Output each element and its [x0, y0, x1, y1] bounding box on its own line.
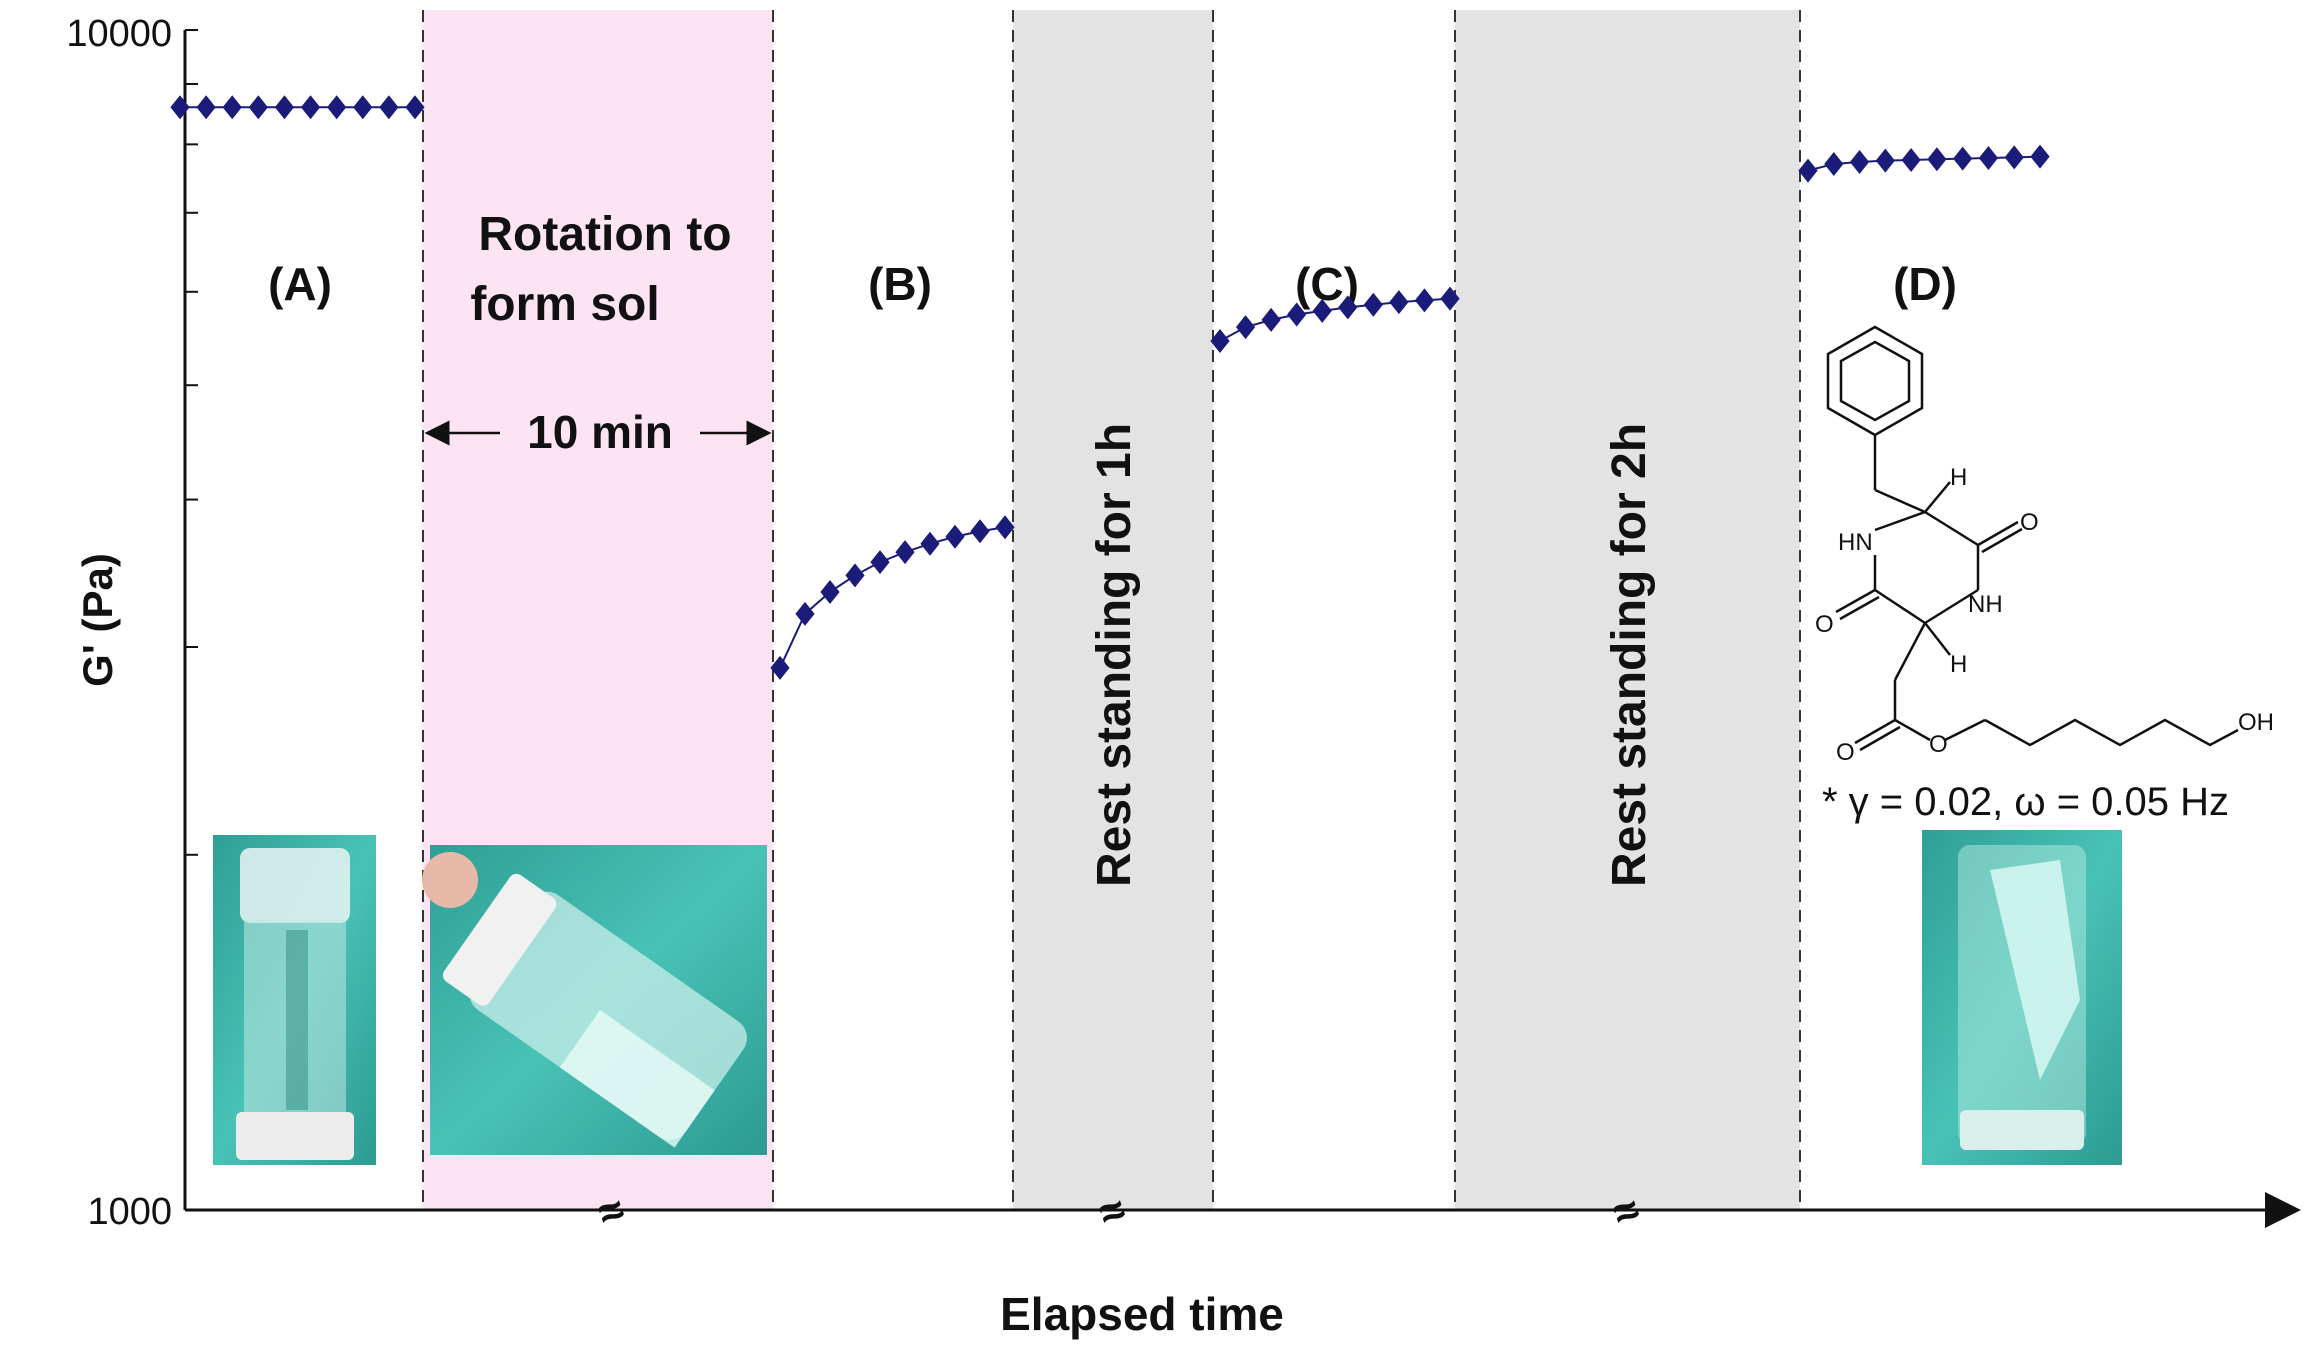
vial-photo-rotation [422, 845, 767, 1155]
molecule-atom: HN [1838, 529, 1873, 556]
molecule-atom: OH [2238, 709, 2274, 736]
segment-separators [422, 10, 1801, 1210]
molecule-atom: O [1836, 739, 1855, 766]
molecule-atom: O [1929, 731, 1948, 758]
y-axis-title: G' (Pa) [74, 553, 121, 687]
data-point [1210, 329, 1230, 354]
vial-photo-d [1922, 830, 2122, 1165]
data-point [1287, 302, 1307, 327]
data-point [1338, 295, 1358, 320]
series-a [170, 95, 425, 120]
y-minor-ticks [185, 82, 198, 856]
molecule-atom: O [1815, 611, 1834, 638]
data-point [327, 95, 347, 120]
series-line [1807, 155, 2041, 172]
data-point [2004, 145, 2024, 170]
data-point [405, 95, 425, 120]
measurement-condition: * γ = 0.02, ω = 0.05 Hz [1822, 780, 2229, 824]
data-point [170, 95, 190, 120]
rest-1h-label: Rest standing for 1h [1088, 423, 1141, 887]
data-point [1901, 147, 1921, 172]
molecule-atom: O [2020, 509, 2039, 536]
data-point [2030, 144, 2050, 169]
vial-photo-a [213, 835, 376, 1165]
data-point [1953, 146, 1973, 171]
data-point [1875, 148, 1895, 173]
data-point [1824, 151, 1844, 176]
data-point [1849, 149, 1870, 174]
data-point [300, 95, 321, 120]
molecule-atom: H [1950, 464, 1967, 491]
rest-2h-label: Rest standing for 2h [1603, 423, 1656, 887]
rest-2h-band [1455, 10, 1800, 1210]
duration-label: 10 min [527, 406, 673, 458]
data-point [1927, 147, 1947, 172]
molecule-structure [1826, 325, 2239, 752]
data-point [379, 95, 399, 120]
data-point [1235, 315, 1256, 340]
data-point [795, 601, 815, 626]
data-point [945, 524, 965, 549]
data-point [1312, 298, 1332, 323]
data-point [248, 95, 268, 120]
segment-label-a: (A) [268, 258, 332, 310]
molecule-atom: NH [1968, 591, 2003, 618]
data-point [274, 95, 295, 120]
data-point [845, 563, 865, 588]
data-point [1389, 290, 1409, 315]
series-line [779, 526, 1006, 669]
data-point [1261, 307, 1281, 332]
data-point [820, 579, 840, 604]
segment-label-d: (D) [1893, 258, 1957, 310]
series-d [1798, 144, 2050, 183]
molecule-atom: H [1950, 651, 1967, 678]
rest-1h-band [1013, 10, 1213, 1210]
y-tick-label-bottom: 1000 [87, 1191, 172, 1233]
data-point [920, 531, 940, 556]
data-point [770, 655, 790, 680]
data-point [870, 550, 890, 575]
series-line [1219, 297, 1451, 342]
rotation-annotation: Rotation to form sol [470, 208, 731, 331]
series-b [770, 515, 1015, 680]
data-point [1363, 292, 1383, 317]
data-point [196, 95, 216, 120]
data-point [222, 95, 242, 120]
data-point [995, 515, 1015, 540]
data-point [1978, 145, 1999, 170]
data-point [1798, 158, 1818, 183]
segment-label-b: (B) [868, 258, 932, 310]
y-tick-label-top: 10000 [66, 13, 172, 55]
data-point [970, 519, 990, 544]
data-point [1440, 286, 1460, 311]
data-point [895, 540, 915, 565]
data-point [1414, 288, 1435, 313]
data-point [353, 95, 373, 120]
x-axis-title: Elapsed time [1000, 1288, 1284, 1340]
series-c [1210, 286, 1460, 354]
